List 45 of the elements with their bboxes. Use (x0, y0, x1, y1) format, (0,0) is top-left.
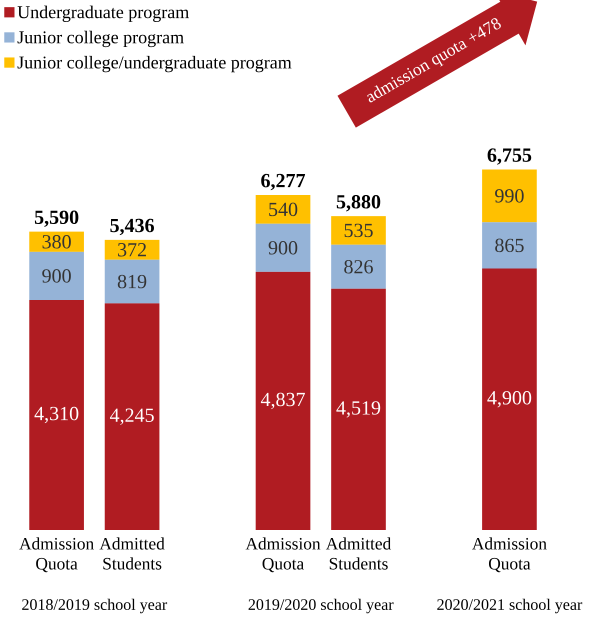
data-label: 4,900 (487, 391, 532, 408)
data-label: 372 (118, 243, 146, 256)
x-tick-label: Admission Quota (19, 537, 94, 572)
x-tick-label: Admitted Students (100, 537, 165, 570)
bar (331, 288, 386, 530)
bar (104, 303, 160, 530)
data-label: 900 (42, 269, 71, 283)
data-label: 380 (42, 235, 71, 249)
total-label: 5,436 (110, 218, 154, 236)
total-label: 6,277 (261, 174, 306, 190)
bar (29, 252, 84, 300)
total-label: 5,880 (336, 195, 380, 212)
bar (482, 268, 537, 530)
bar (482, 222, 537, 268)
text: 2020/2021 school year (437, 598, 582, 614)
data-label: 4,310 (34, 406, 78, 424)
x-tick-label: Admission Quota (246, 537, 320, 572)
text: 2018/2019 school year (22, 598, 168, 614)
bar (29, 300, 84, 530)
data-label: 4,245 (110, 408, 154, 425)
bar (256, 194, 310, 224)
data-label: 4,837 (260, 392, 305, 410)
data-label: 819 (118, 274, 146, 288)
legend-label: Junior college program (18, 30, 184, 48)
data-label: 900 (268, 241, 298, 255)
total-label: 6,755 (488, 148, 532, 165)
bar (482, 169, 537, 222)
data-label: 535 (344, 224, 373, 238)
data-label: 990 (495, 189, 524, 203)
bar (256, 224, 310, 272)
bar (331, 216, 386, 245)
total-label: 5,590 (34, 210, 78, 227)
x-tick-label: Admitted Students (326, 537, 392, 570)
bar (104, 240, 160, 260)
bar (331, 244, 386, 289)
x-tick-label: Admission Quota (472, 537, 547, 572)
text: 2019/2020 school year (248, 598, 394, 614)
data-label: 826 (344, 260, 373, 274)
legend-label: Undergraduate program (18, 6, 189, 22)
data-label: 4,519 (336, 401, 380, 418)
legend-label: Junior college/undergraduate program (18, 56, 292, 72)
data-label: 865 (495, 238, 524, 252)
bar (256, 272, 310, 530)
bar (104, 260, 160, 304)
data-label: 540 (269, 202, 298, 216)
